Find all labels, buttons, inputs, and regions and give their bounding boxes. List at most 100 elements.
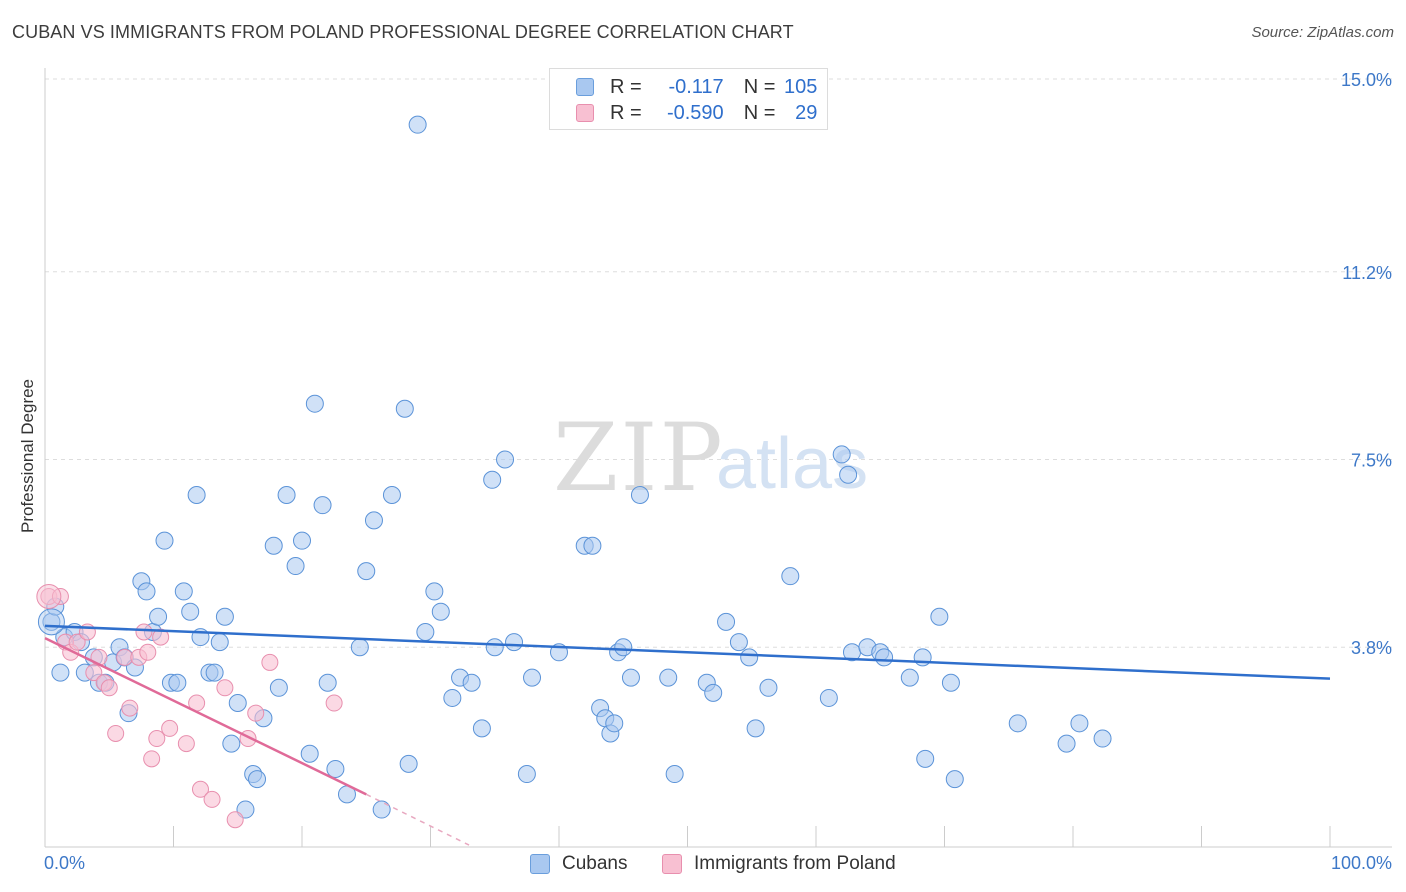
cubans-point	[222, 734, 241, 753]
poland-point	[247, 704, 265, 722]
cubans-point	[264, 536, 283, 555]
legend-item-poland[interactable]: Immigrants from Poland	[662, 851, 896, 877]
watermark-atlas: atlas	[716, 424, 868, 504]
cubans-point	[1057, 734, 1076, 753]
poland-point	[261, 653, 279, 671]
r-label: R =	[610, 75, 642, 98]
cubans-point	[665, 765, 684, 784]
cubans-point	[621, 668, 640, 687]
legend-label-cubans: Cubans	[562, 853, 628, 874]
poland-point	[116, 648, 134, 666]
cubans-point	[483, 470, 502, 489]
cubans-point	[839, 465, 858, 484]
poland-point	[68, 633, 86, 651]
cubans-point	[205, 663, 224, 682]
legend-label-poland: Immigrants from Poland	[694, 853, 896, 874]
cubans-point	[318, 673, 337, 692]
cubans-point	[930, 607, 949, 626]
cubans-point	[1093, 729, 1112, 748]
poland-swatch	[576, 104, 594, 122]
cubans-point	[149, 607, 168, 626]
poland-trend-extension	[365, 793, 470, 846]
cubans-point	[357, 562, 376, 581]
cubans-point	[875, 648, 894, 667]
cubans-point	[523, 668, 542, 687]
y-tick-label: 7.5%	[1351, 451, 1392, 471]
n-label: N =	[743, 75, 776, 98]
cubans-point	[605, 714, 624, 733]
poland-swatch	[662, 854, 682, 874]
cubans-point	[431, 602, 450, 621]
cubans-point	[945, 770, 964, 789]
cubans-point	[740, 648, 759, 667]
poland-point	[135, 623, 153, 641]
cubans-point	[399, 754, 418, 773]
cubans-trend-line	[44, 624, 1331, 680]
cubans-point	[472, 719, 491, 738]
poland-point	[100, 679, 118, 697]
cubans-point	[630, 486, 649, 505]
cubans-point	[228, 694, 247, 713]
cubans-point	[496, 450, 515, 469]
cubans-point	[900, 668, 919, 687]
cubans-point	[174, 582, 193, 601]
cubans-point	[305, 394, 324, 413]
poland-point	[226, 811, 244, 829]
y-tick-label: 3.8%	[1351, 638, 1392, 658]
cubans-point	[425, 582, 444, 601]
cubans-point	[181, 602, 200, 621]
r-label: R =	[610, 101, 642, 124]
poland-point	[36, 583, 62, 609]
cubans-point	[746, 719, 765, 738]
cubans-point	[210, 633, 229, 652]
n-value: 29	[795, 101, 818, 124]
cubans-point	[462, 673, 481, 692]
cubans-point	[416, 622, 435, 641]
poland-point	[139, 643, 157, 661]
y-tick-label: 15.0%	[1341, 70, 1392, 90]
cubans-point	[168, 673, 187, 692]
cubans-point	[293, 531, 311, 550]
cubans-swatch	[530, 854, 550, 874]
trend-lines	[44, 624, 1331, 846]
cubans-point	[1008, 714, 1027, 733]
poland-point	[121, 699, 139, 717]
legend-row-cubans: R = -0.117 N = 105	[576, 75, 817, 99]
poland-trend-line	[44, 636, 367, 796]
cubans-point	[313, 496, 332, 515]
cubans-point	[37, 608, 65, 636]
cubans-points	[37, 115, 1112, 819]
chart-title: CUBAN VS IMMIGRANTS FROM POLAND PROFESSI…	[12, 22, 794, 42]
cubans-point	[704, 683, 723, 702]
cubans-point	[614, 638, 633, 657]
n-value: 105	[784, 75, 818, 98]
n-label: N =	[743, 101, 776, 124]
cubans-point	[659, 668, 678, 687]
y-tick-label: 11.2%	[1342, 263, 1392, 283]
poland-point	[216, 679, 234, 697]
poland-point	[203, 790, 221, 808]
cubans-point	[269, 678, 288, 697]
cubans-point	[382, 486, 401, 505]
cubans-point	[326, 759, 345, 778]
cubans-point	[408, 115, 427, 134]
cubans-point	[51, 663, 70, 682]
cubans-swatch	[576, 78, 594, 96]
cubans-point	[364, 511, 383, 530]
poland-point	[161, 719, 179, 737]
poland-point	[148, 730, 166, 748]
cubans-point	[300, 744, 319, 763]
r-value: -0.117	[668, 75, 724, 98]
source-credit: Source: ZipAtlas.com	[1251, 24, 1394, 41]
cubans-point	[517, 765, 536, 784]
cubans-point	[277, 486, 296, 505]
cubans-point	[350, 638, 369, 657]
cubans-point	[248, 770, 267, 789]
cubans-point	[215, 607, 234, 626]
poland-points	[36, 583, 343, 829]
cubans-point	[759, 678, 778, 697]
legend-item-cubans[interactable]: Cubans	[530, 851, 628, 877]
correlation-legend: R = -0.117 N = 105 R = -0.590 N = 29	[549, 68, 828, 130]
poland-point	[107, 724, 125, 742]
